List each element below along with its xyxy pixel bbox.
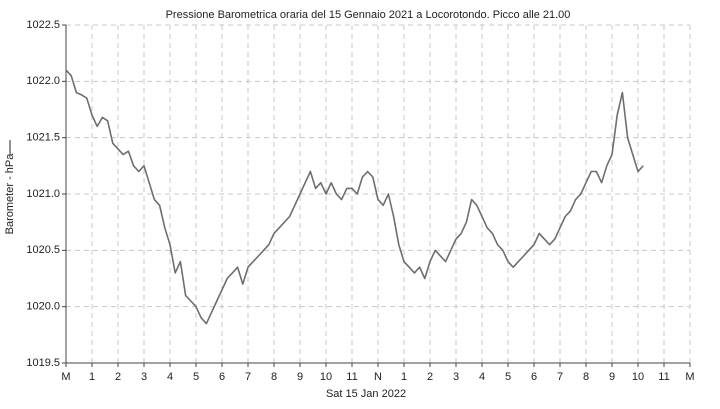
x-tick-label: 7 (557, 371, 563, 383)
chart-title: Pressione Barometrica oraria del 15 Genn… (166, 9, 571, 21)
x-tick-label: 2 (115, 371, 121, 383)
x-tick-label: 8 (271, 371, 277, 383)
y-tick-label: 1021.5 (26, 132, 60, 144)
x-tick-label: 11 (346, 371, 357, 383)
x-tick-label: 8 (583, 371, 589, 383)
x-tick-label: 7 (245, 371, 251, 383)
x-axis-label: Sat 15 Jan 2022 (326, 388, 406, 400)
x-tick-label: 1 (401, 371, 407, 383)
x-tick-label: 1 (89, 371, 95, 383)
x-tick-label: M (685, 371, 694, 383)
y-tick-label: 1021.0 (26, 188, 60, 200)
x-tick-label: 6 (531, 371, 537, 383)
x-tick-label: 3 (453, 371, 459, 383)
x-tick-label: 5 (505, 371, 511, 383)
x-tick-label: M (61, 371, 70, 383)
y-tick-label: 1019.5 (26, 357, 60, 369)
x-tick-label: 4 (479, 371, 485, 383)
x-tick-label: 9 (297, 371, 303, 383)
x-tick-label: 10 (632, 371, 644, 383)
x-tick-label: 2 (427, 371, 433, 383)
y-axis-label: Barometer - hPa (4, 153, 16, 235)
y-tick-label: 1022.5 (26, 19, 60, 31)
x-tick-label: 10 (320, 371, 332, 383)
x-tick-label: 3 (141, 371, 147, 383)
y-tick-label: 1020.0 (26, 301, 60, 313)
x-tick-label: 5 (193, 371, 199, 383)
x-tick-label: 9 (609, 371, 615, 383)
data-line (65, 69, 644, 325)
x-tick-label: 11 (658, 371, 669, 383)
x-tick-label: 4 (167, 371, 173, 383)
x-tick-label: 6 (219, 371, 225, 383)
x-tick-label: N (374, 371, 382, 383)
y-tick-label: 1022.0 (26, 75, 60, 87)
y-tick-label: 1020.5 (26, 244, 60, 256)
